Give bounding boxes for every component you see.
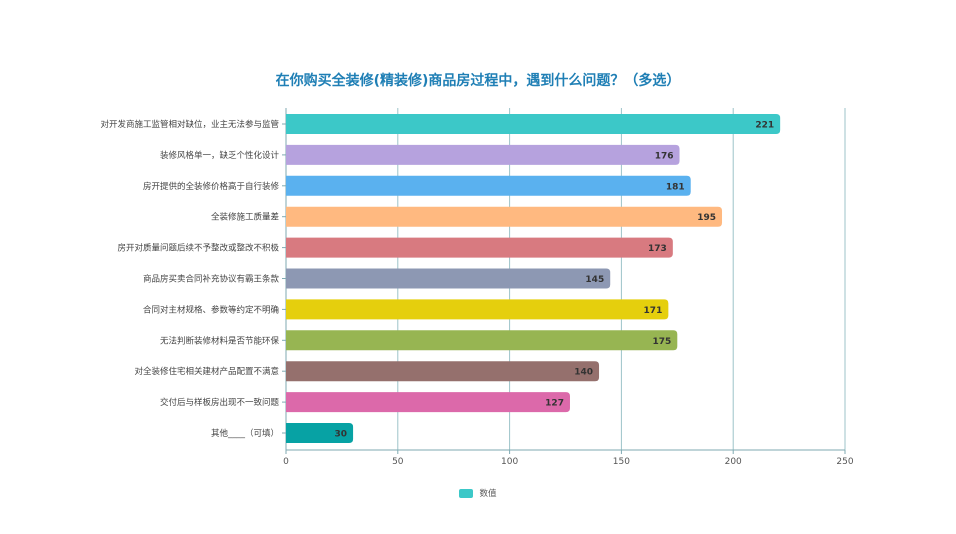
category-label: 房开对质量问题后续不予整改或整改不积极 — [117, 243, 279, 254]
bar-value-label: 181 — [666, 182, 685, 192]
bar-value-label: 145 — [585, 275, 604, 285]
x-tick-label: 50 — [392, 457, 404, 467]
bar — [286, 392, 570, 413]
category-label: 装修风格单一，缺乏个性化设计 — [160, 150, 280, 161]
legend-swatch — [459, 488, 474, 498]
bar — [286, 144, 680, 165]
bar-value-label: 30 — [335, 430, 348, 440]
bar-value-label: 171 — [644, 306, 663, 316]
bar — [286, 114, 781, 134]
x-tick-label: 250 — [836, 457, 853, 467]
bar — [286, 206, 723, 227]
category-label: 无法判断装修材料是否节能环保 — [160, 335, 280, 346]
x-tick-label: 150 — [613, 457, 630, 467]
bar — [286, 175, 691, 196]
bar-value-label: 176 — [655, 151, 674, 161]
category-label: 商品房买卖合同补充协议有霸王条款 — [143, 274, 280, 285]
bar — [286, 237, 673, 258]
bar — [286, 299, 669, 320]
bar-value-label: 195 — [697, 213, 716, 223]
category-label: 对开发商施工监管相对缺位，业主无法参与监管 — [100, 119, 279, 130]
chart-legend[interactable]: 数值 — [0, 487, 956, 499]
category-label: 对全装修住宅相关建材产品配置不满意 — [134, 366, 279, 377]
bar-value-label: 140 — [574, 368, 593, 378]
bar-value-label: 221 — [755, 121, 774, 131]
bar — [286, 361, 600, 382]
legend-label: 数值 — [479, 489, 497, 499]
bar — [286, 268, 611, 289]
bar-value-label: 173 — [648, 244, 667, 254]
category-label: 全装修施工质量差 — [211, 212, 279, 223]
x-tick-label: 100 — [501, 457, 518, 467]
bar — [286, 423, 354, 443]
bar — [286, 330, 678, 351]
category-label: 房开提供的全装修价格高于自行装修 — [143, 181, 280, 192]
category-label: 交付后与样板房出现不一致问题 — [160, 397, 280, 408]
category-label: 其他____（可填） — [211, 428, 279, 439]
category-label: 合同对主材规格、参数等约定不明确 — [143, 304, 279, 315]
x-tick-label: 200 — [725, 457, 742, 467]
x-tick-label: 0 — [283, 457, 289, 467]
bar-value-label: 127 — [545, 399, 564, 409]
bar-value-label: 175 — [653, 337, 672, 347]
chart-title: 在你购买全装修(精装修)商品房过程中，遇到什么问题？（多选） — [275, 73, 681, 89]
